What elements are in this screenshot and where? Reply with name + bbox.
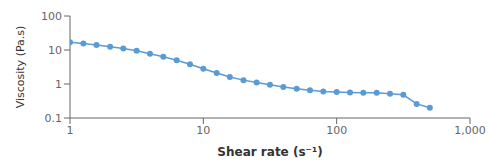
svg-text:100: 100 <box>326 124 347 137</box>
svg-text:1: 1 <box>67 124 74 137</box>
svg-text:1,000: 1,000 <box>454 124 486 137</box>
svg-text:Shear rate (s⁻¹): Shear rate (s⁻¹) <box>217 145 322 158</box>
svg-text:1: 1 <box>55 78 62 91</box>
svg-text:0.1: 0.1 <box>45 112 63 125</box>
svg-text:Viscosity (Pa.s): Viscosity (Pa.s) <box>14 26 27 109</box>
svg-text:100: 100 <box>41 10 62 23</box>
svg-text:10: 10 <box>196 124 210 137</box>
svg-text:10: 10 <box>48 44 62 57</box>
